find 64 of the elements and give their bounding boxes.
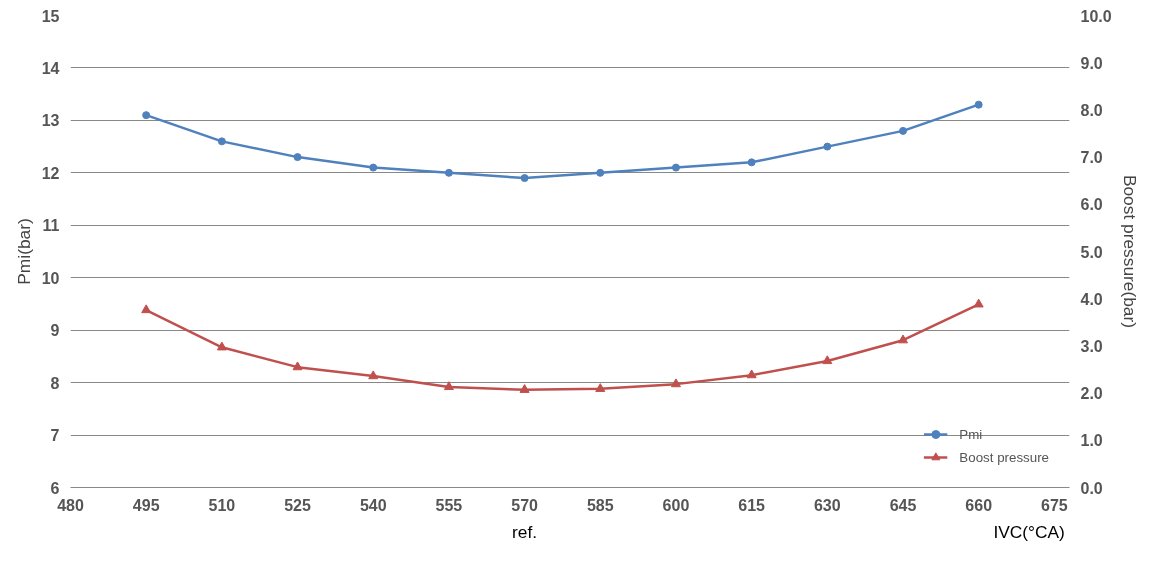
x-axis-title: IVC(°CA) xyxy=(993,521,1065,542)
y2-tick-label: 5.0 xyxy=(1080,243,1103,261)
point xyxy=(747,158,756,167)
point xyxy=(293,153,302,162)
point xyxy=(595,383,606,392)
text: ref. xyxy=(512,521,538,542)
point xyxy=(142,111,151,120)
x-tick-label: 585 xyxy=(586,496,614,514)
y-tick-label: 6 xyxy=(50,479,60,497)
y-tick-label: 8 xyxy=(50,374,60,392)
x-tick-label: 540 xyxy=(359,496,387,514)
y2-tick-label: 8.0 xyxy=(1080,101,1103,119)
y-tick-label: 11 xyxy=(42,217,60,235)
y2-tick-label: 10.0 xyxy=(1080,7,1112,25)
x-tick-label: 570 xyxy=(511,496,539,514)
y2-tick-label: 2.0 xyxy=(1080,385,1103,403)
point xyxy=(141,304,152,314)
point xyxy=(973,298,984,308)
legend-label: Boost pressure xyxy=(959,449,1049,465)
point xyxy=(520,174,529,183)
point xyxy=(596,168,605,177)
point xyxy=(216,341,227,351)
point xyxy=(369,163,378,172)
point xyxy=(368,370,379,380)
point xyxy=(899,126,907,135)
y-axis-title: Pmi(bar) xyxy=(13,218,34,285)
point xyxy=(217,137,226,146)
y-tick-label: 12 xyxy=(41,164,60,182)
y2-tick-label: 6.0 xyxy=(1080,196,1103,214)
point xyxy=(292,361,303,371)
x-tick-label: 660 xyxy=(965,496,993,514)
y-tick-label: 13 xyxy=(41,112,60,130)
point xyxy=(671,163,680,172)
x-tick-label: 525 xyxy=(284,496,311,514)
y2-tick-label: 0.0 xyxy=(1080,479,1103,497)
point xyxy=(670,378,681,388)
y-tick-label: 9 xyxy=(50,322,60,340)
x-tick-label: 615 xyxy=(738,496,766,514)
x-tick-label: 510 xyxy=(208,496,236,514)
x-tick-label: 555 xyxy=(435,496,463,514)
x-tick-label: 480 xyxy=(57,496,84,514)
y-tick-label: 15 xyxy=(41,7,60,25)
y2-axis-title: Boost pressure(bar) xyxy=(1119,174,1140,329)
point xyxy=(974,100,983,109)
x-tick-label: 675 xyxy=(1041,496,1068,514)
y-tick-label: 14 xyxy=(41,59,60,77)
x-tick-label: 495 xyxy=(132,496,160,514)
point xyxy=(823,142,832,151)
y2-tick-label: 9.0 xyxy=(1080,54,1103,72)
y-tick-label: 10 xyxy=(41,269,60,287)
x-tick-label: 645 xyxy=(889,496,917,514)
y-tick-label: 7 xyxy=(50,427,60,445)
point xyxy=(822,355,833,365)
x-tick-label: 630 xyxy=(813,496,841,514)
y2-tick-label: 7.0 xyxy=(1080,149,1103,167)
point xyxy=(746,369,757,379)
y2-tick-label: 4.0 xyxy=(1080,290,1103,308)
point xyxy=(519,384,530,393)
y2-tick-label: 3.0 xyxy=(1080,337,1103,355)
point xyxy=(443,381,454,391)
y2-tick-label: 1.0 xyxy=(1080,432,1103,450)
point xyxy=(898,334,908,344)
x-tick-label: 600 xyxy=(662,496,690,514)
point xyxy=(444,168,453,177)
